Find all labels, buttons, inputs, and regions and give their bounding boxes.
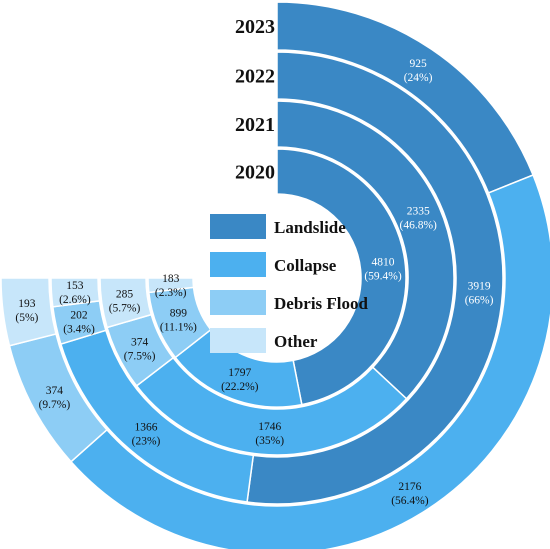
value-labels: 925 (24%) 2176 (56.4%) 374 (9.7%) 193 (5%) 3919(… xyxy=(15,58,493,507)
year-label-2021: 2021 xyxy=(235,114,275,136)
year-labels: 2023 2022 2021 2020 xyxy=(235,16,275,184)
value-label-2023-collapse: 2176 (56.4%) xyxy=(391,481,429,507)
value-label-2020-other: 183 (2.3%) xyxy=(155,273,187,299)
legend: Landslide Collapse Debris Flood Other xyxy=(210,214,369,353)
value-label-2022-collapse: 1366 (23%) xyxy=(132,421,161,447)
legend-label-other: Other xyxy=(274,332,318,351)
segment-2022-other xyxy=(50,277,101,308)
legend-label-debris-flood: Debris Flood xyxy=(274,294,369,313)
value-label-2021-debris-flood: 374 (7.5%) xyxy=(124,337,156,363)
legend-swatch-collapse xyxy=(210,252,266,277)
legend-label-collapse: Collapse xyxy=(274,256,337,275)
legend-swatch-debris-flood xyxy=(210,290,266,315)
legend-label-landslide: Landslide xyxy=(274,218,346,237)
legend-swatch-other xyxy=(210,328,266,353)
value-label-2021-collapse: 1746 (35%) xyxy=(255,421,284,447)
value-label-2022-debris-flood: 202 (3.4%) xyxy=(63,310,95,336)
value-label-2020-landslide: 4810 (59.4%) xyxy=(364,257,402,283)
value-label-2021-landslide: 2335 (46.8%) xyxy=(400,206,438,232)
year-label-2023: 2023 xyxy=(235,16,275,38)
value-label-2022-other: 153 (2.6%) xyxy=(59,280,91,306)
segment-2020-landslide xyxy=(276,148,407,406)
segment-2021-other xyxy=(99,277,153,329)
legend-swatch-landslide xyxy=(210,214,266,239)
value-label-2023-other: 193 (5%) xyxy=(15,298,38,324)
segment-2021-landslide xyxy=(276,100,455,400)
value-label-2020-collapse: 1797 (22.2%) xyxy=(221,367,259,393)
value-label-2023-debris-flood: 374 (9.7%) xyxy=(39,385,71,411)
value-label-2022-landslide: 3919 (66%) xyxy=(465,280,494,306)
segment-2020-other xyxy=(147,277,195,294)
segment-2023-other xyxy=(0,277,57,347)
year-label-2020: 2020 xyxy=(235,162,275,184)
value-label-2021-other: 285 (5.7%) xyxy=(109,289,141,315)
segment-2022-landslide xyxy=(246,51,504,505)
year-label-2022: 2022 xyxy=(235,66,275,88)
segment-2023-collapse xyxy=(69,174,550,549)
value-label-2020-debris-flood: 899 (11.1%) xyxy=(160,307,197,333)
value-label-2023-landslide: 925 (24%) xyxy=(404,58,433,84)
